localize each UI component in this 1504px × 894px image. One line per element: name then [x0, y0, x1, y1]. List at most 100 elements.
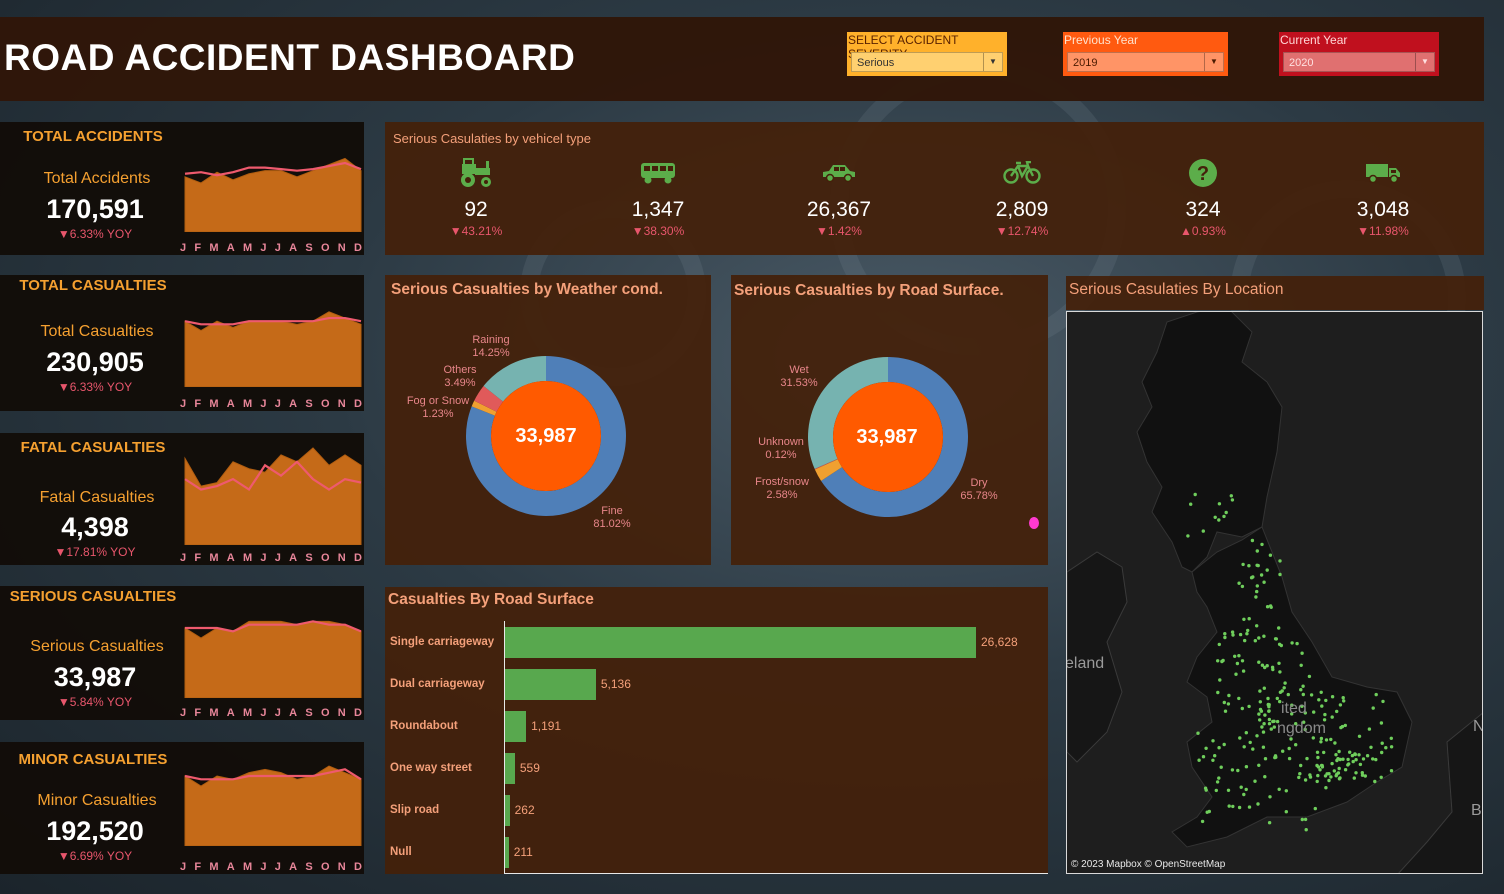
- casualty-dot[interactable]: [1289, 737, 1293, 741]
- casualty-dot[interactable]: [1333, 741, 1337, 745]
- previous-year-dropdown[interactable]: 2019 ▼: [1067, 52, 1224, 72]
- chevron-down-icon[interactable]: ▼: [1415, 53, 1434, 71]
- casualty-dot[interactable]: [1389, 745, 1394, 749]
- casualty-dot[interactable]: [1379, 775, 1383, 779]
- casualty-dot[interactable]: [1215, 780, 1220, 784]
- casualty-dot[interactable]: [1258, 718, 1262, 722]
- casualty-dot[interactable]: [1263, 775, 1267, 779]
- casualty-dot[interactable]: [1243, 638, 1247, 643]
- casualty-dot[interactable]: [1250, 538, 1255, 543]
- casualty-dot[interactable]: [1278, 690, 1283, 694]
- casualty-dot[interactable]: [1303, 711, 1307, 715]
- casualty-dot[interactable]: [1338, 776, 1342, 780]
- casualty-dot[interactable]: [1224, 510, 1228, 515]
- casualty-dot[interactable]: [1201, 755, 1206, 759]
- casualty-dot[interactable]: [1262, 686, 1266, 690]
- casualty-dot[interactable]: [1330, 695, 1335, 699]
- casualty-dot[interactable]: [1335, 709, 1339, 714]
- casualty-dot[interactable]: [1267, 821, 1272, 825]
- casualty-dot[interactable]: [1247, 805, 1252, 809]
- casualty-dot[interactable]: [1336, 771, 1341, 775]
- casualty-dot[interactable]: [1322, 750, 1326, 755]
- kpi-card-total-casualties[interactable]: TOTAL CASUALTIES Total Casualties 230,90…: [0, 275, 364, 411]
- casualty-dot[interactable]: [1352, 776, 1356, 780]
- casualty-dot[interactable]: [1343, 723, 1347, 728]
- casualty-dot[interactable]: [1281, 749, 1285, 753]
- casualty-dot[interactable]: [1227, 804, 1231, 808]
- donut-slice-fog-or-snow[interactable]: [471, 400, 497, 416]
- casualty-dot[interactable]: [1244, 765, 1249, 769]
- casualty-dot[interactable]: [1263, 757, 1268, 761]
- casualty-dot[interactable]: [1305, 756, 1309, 761]
- casualty-dot[interactable]: [1330, 715, 1334, 719]
- casualty-dot[interactable]: [1218, 678, 1222, 682]
- casualty-dot[interactable]: [1258, 689, 1262, 693]
- casualty-dot[interactable]: [1189, 502, 1193, 506]
- casualty-dot[interactable]: [1200, 819, 1205, 824]
- donut-slice-raining[interactable]: [483, 356, 546, 402]
- casualty-dot[interactable]: [1277, 661, 1281, 665]
- casualty-dot[interactable]: [1357, 734, 1362, 738]
- casualty-dot[interactable]: [1193, 492, 1197, 497]
- casualty-dot[interactable]: [1365, 754, 1370, 758]
- donut-slice-wet[interactable]: [808, 357, 888, 469]
- casualty-dot[interactable]: [1380, 750, 1384, 755]
- casualty-dot[interactable]: [1303, 817, 1308, 822]
- casualty-dot[interactable]: [1268, 795, 1272, 799]
- casualty-dot[interactable]: [1337, 749, 1341, 754]
- chevron-down-icon[interactable]: ▼: [983, 53, 1002, 71]
- casualty-dot[interactable]: [1217, 642, 1221, 647]
- casualty-dot[interactable]: [1319, 740, 1323, 744]
- casualty-dot[interactable]: [1205, 810, 1209, 814]
- casualty-dot[interactable]: [1271, 667, 1275, 672]
- casualty-dot[interactable]: [1239, 785, 1243, 789]
- vehicle-item-bus[interactable]: 1,347 ▼38.30%: [598, 158, 718, 238]
- casualty-dot[interactable]: [1265, 568, 1269, 572]
- casualty-dot[interactable]: [1241, 669, 1246, 673]
- casualty-dot[interactable]: [1350, 753, 1355, 758]
- casualty-dot[interactable]: [1217, 518, 1221, 522]
- casualty-dot[interactable]: [1203, 786, 1208, 790]
- casualty-dot[interactable]: [1220, 659, 1224, 664]
- bar[interactable]: [505, 837, 509, 868]
- casualty-dot[interactable]: [1248, 740, 1252, 745]
- casualty-dot[interactable]: [1237, 805, 1242, 810]
- casualty-dot[interactable]: [1389, 769, 1394, 773]
- casualty-dot[interactable]: [1290, 712, 1294, 716]
- casualty-dot[interactable]: [1300, 817, 1304, 822]
- casualty-dot[interactable]: [1367, 727, 1372, 731]
- casualty-dot[interactable]: [1242, 617, 1246, 621]
- casualty-dot[interactable]: [1256, 802, 1260, 806]
- casualty-dot[interactable]: [1222, 514, 1226, 519]
- casualty-dot[interactable]: [1247, 704, 1251, 709]
- casualty-dot[interactable]: [1234, 672, 1238, 676]
- casualty-dot[interactable]: [1275, 719, 1280, 724]
- casualty-dot[interactable]: [1246, 628, 1250, 633]
- casualty-dot[interactable]: [1354, 771, 1358, 775]
- casualty-dot[interactable]: [1274, 637, 1278, 641]
- casualty-dot[interactable]: [1266, 696, 1270, 701]
- casualty-dot[interactable]: [1253, 779, 1257, 783]
- casualty-dot[interactable]: [1211, 739, 1215, 743]
- severity-dropdown[interactable]: Serious ▼: [851, 52, 1003, 72]
- casualty-dot[interactable]: [1217, 746, 1221, 750]
- casualty-dot[interactable]: [1223, 632, 1227, 636]
- casualty-dot[interactable]: [1348, 750, 1352, 754]
- casualty-dot[interactable]: [1297, 775, 1301, 780]
- casualty-dot[interactable]: [1299, 688, 1303, 692]
- casualty-dot[interactable]: [1186, 534, 1190, 538]
- casualty-dot[interactable]: [1196, 731, 1200, 735]
- casualty-dot[interactable]: [1268, 604, 1273, 608]
- casualty-dot[interactable]: [1315, 750, 1320, 754]
- casualty-dot[interactable]: [1329, 737, 1333, 742]
- casualty-dot[interactable]: [1238, 736, 1242, 740]
- casualty-dot[interactable]: [1254, 595, 1258, 599]
- bar[interactable]: [505, 795, 510, 826]
- casualty-dot[interactable]: [1235, 661, 1240, 666]
- casualty-dot[interactable]: [1319, 690, 1323, 694]
- casualty-dot[interactable]: [1374, 757, 1378, 762]
- uk-map-canvas[interactable]: [1067, 312, 1483, 874]
- donut-slice-frost-snow[interactable]: [814, 459, 842, 481]
- casualty-dot[interactable]: [1267, 709, 1271, 713]
- casualty-dot[interactable]: [1299, 663, 1303, 667]
